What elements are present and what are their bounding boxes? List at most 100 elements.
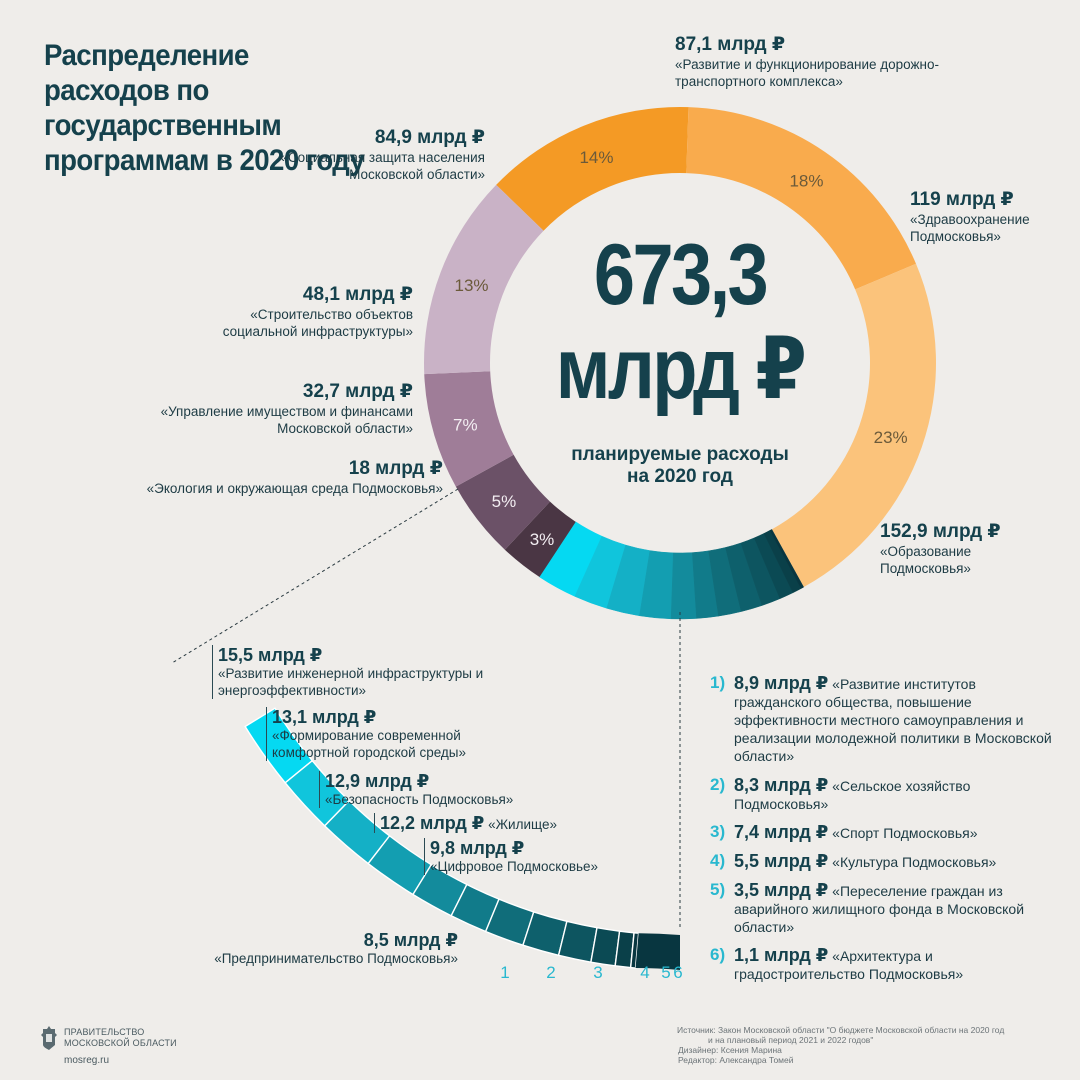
list-item: 1) 8,9 млрд ₽ «Развитие институтов гражд… xyxy=(710,674,1055,765)
arc-number-1: 1 xyxy=(500,963,509,982)
list-item-number: 4) xyxy=(710,851,726,870)
list-item-number: 5) xyxy=(710,880,726,899)
sub-label-business-amount: 8,5 млрд ₽ xyxy=(363,930,458,950)
label-education-text: «Образование Подмосковья» xyxy=(880,544,972,576)
page-title: Распределение расходов по государственны… xyxy=(44,39,365,177)
sub-label-urban-amount: 13,1 млрд ₽ xyxy=(272,707,377,727)
arc-number-6: 6 xyxy=(673,963,682,982)
label-transport: 87,1 млрд ₽ «Развитие и функционирование… xyxy=(675,34,965,90)
list-item: 2) 8,3 млрд ₽ «Сельское хозяйство Подмос… xyxy=(710,776,1055,813)
label-property: 32,7 млрд ₽ «Управление имуществом и фин… xyxy=(150,381,413,437)
donut-breakdown-slice-культура-подмосковья xyxy=(753,533,794,599)
total-amount-value: 673,3 xyxy=(593,227,769,323)
list-item-text: «Спорт Подмосковья» xyxy=(832,825,978,841)
list-item: 5) 3,5 млрд ₽ «Переселение граждан из ав… xyxy=(710,881,1055,936)
list-item-amount: 5,5 млрд ₽ xyxy=(734,851,829,871)
total-amount-unit: млрд ₽ xyxy=(555,321,807,417)
list-item-amount: 7,4 млрд ₽ xyxy=(734,822,829,842)
donut-breakdown-slice-формирование-современной-комфортной-городской-среды xyxy=(574,535,626,609)
list-item: 4) 5,5 млрд ₽ «Культура Подмосковья» xyxy=(710,852,1055,871)
sub-label-business-text: «Предпринимательство Подмосковья» xyxy=(214,951,458,966)
donut-slice-property xyxy=(455,454,551,550)
donut-breakdown-slice-развитие-инженерной-инфраструктуры-и-энергоэффективности xyxy=(539,521,603,597)
list-item-number: 1) xyxy=(710,673,726,692)
label-health: 119 млрд ₽ «Здравоохранение Подмосковья» xyxy=(910,189,1070,245)
list-item-text: «Культура Подмосковья» xyxy=(832,854,997,870)
donut-breakdown-slice-развитие-институтов-гражданского-общества-повышение-эффективности-местного-самоуправления-и-реализации-молодежной-политики-в-московской-области xyxy=(708,547,742,617)
credits-source-cont: и на плановый период 2021 и 2022 годов" xyxy=(708,1035,874,1045)
list-item-text: «Сельское хозяйство Подмосковья» xyxy=(734,778,971,812)
label-construction: 48,1 млрд ₽ «Строительство объектов соци… xyxy=(175,284,413,340)
arc-number-3: 3 xyxy=(593,963,602,982)
coat-of-arms-icon xyxy=(41,1026,57,1050)
label-social-text: «Социальная защита населения Московской … xyxy=(280,150,485,182)
donut-breakdown-slice-цифровое-подмосковье xyxy=(670,552,697,620)
sub-label-business: 8,5 млрд ₽ «Предпринимательство Подмоско… xyxy=(170,930,458,967)
sub-label-housing: 12,2 млрд ₽ «Жилище» xyxy=(374,813,600,833)
sub-label-engineering-text: «Развитие инженерной инфраструктуры и эн… xyxy=(218,666,484,698)
donut-slice-health xyxy=(686,107,917,290)
donut-breakdown-slice-жилище xyxy=(639,550,674,620)
list-item-number: 6) xyxy=(710,945,726,964)
donut-breakdown-slice-спорт-подмосковья xyxy=(740,537,781,606)
label-ecology-text: «Экология и окружающая среда Подмосковья… xyxy=(146,481,443,496)
donut-slice-ecology xyxy=(504,501,576,577)
label-social: 84,9 млрд ₽ «Социальная защита населения… xyxy=(225,127,485,183)
sub-label-digital: 9,8 млрд ₽ «Цифровое Подмосковье» xyxy=(424,838,640,875)
donut-breakdown-slice-переселение-граждан-из-аварийного-жилищного-фонда-в-московской-области xyxy=(763,530,802,594)
list-item-amount: 8,9 млрд ₽ xyxy=(734,673,829,693)
arc-number-5: 5 xyxy=(661,963,670,982)
label-education-amount: 152,9 млрд ₽ xyxy=(880,521,1001,542)
total-subtitle: планируемые расходы на 2020 год xyxy=(571,444,789,487)
sub-label-digital-text: «Цифровое Подмосковье» xyxy=(430,859,599,874)
list-item-text: «Архитектура и градостроительство Подмос… xyxy=(734,948,964,982)
list-item: 3) 7,4 млрд ₽ «Спорт Подмосковья» xyxy=(710,823,1055,842)
label-transport-amount: 87,1 млрд ₽ xyxy=(675,34,786,55)
sub-label-digital-amount: 9,8 млрд ₽ xyxy=(430,838,525,858)
list-item-amount: 3,5 млрд ₽ xyxy=(734,880,829,900)
sub-label-housing-amount: 12,2 млрд ₽ xyxy=(380,813,485,833)
donut-breakdown-slice-сельское-хозяйство-подмосковья xyxy=(725,542,763,612)
label-property-amount: 32,7 млрд ₽ xyxy=(302,381,413,402)
credits: Источник: Закон Московской области "О бю… xyxy=(677,1025,1067,1065)
label-construction-amount: 48,1 млрд ₽ xyxy=(302,284,413,305)
label-ecology-amount: 18 млрд ₽ xyxy=(348,458,443,479)
donut-percent-label-transport: 14% xyxy=(579,148,613,167)
credits-designer: Дизайнер: Ксения Марина xyxy=(678,1045,782,1055)
donut-breakdown-slice-архитектура-и-градостроительство-подмосковья xyxy=(769,529,805,589)
label-property-text: «Управление имуществом и финансами Моско… xyxy=(160,404,413,436)
connector-line-left xyxy=(171,488,459,664)
label-ecology: 18 млрд ₽ «Экология и окружающая среда П… xyxy=(95,458,443,497)
credits-source: Источник: Закон Московской области "О бю… xyxy=(677,1025,1005,1035)
label-construction-text: «Строительство объектов социальной инфра… xyxy=(222,307,413,339)
sub-label-security: 12,9 млрд ₽ «Безопасность Подмосковья» xyxy=(319,771,555,808)
sub-label-housing-text: «Жилище» xyxy=(488,817,557,832)
sub-label-engineering-amount: 15,5 млрд ₽ xyxy=(218,645,323,665)
list-item: 6) 1,1 млрд ₽ «Архитектура и градостроит… xyxy=(710,946,1055,983)
list-item-number: 2) xyxy=(710,775,726,794)
label-transport-text: «Развитие и функционирование дорожно-тра… xyxy=(675,57,939,89)
label-health-text: «Здравоохранение Подмосковья» xyxy=(910,212,1030,244)
government-name: ПРАВИТЕЛЬСТВО МОСКОВСКОЙ ОБЛАСТИ xyxy=(64,1027,177,1048)
sub-label-security-text: «Безопасность Подмосковья» xyxy=(325,792,514,807)
label-social-amount: 84,9 млрд ₽ xyxy=(374,127,485,148)
label-health-amount: 119 млрд ₽ xyxy=(910,189,1014,210)
donut-percent-label-health: 18% xyxy=(789,171,823,190)
sub-label-urban: 13,1 млрд ₽ «Формирование современной ко… xyxy=(266,707,522,761)
sub-label-security-amount: 12,9 млрд ₽ xyxy=(325,771,430,791)
donut-percent-label-construction: 7% xyxy=(453,415,478,434)
donut-slice-education xyxy=(771,263,936,588)
donut-breakdown-slice-безопасность-подмосковья xyxy=(606,544,651,617)
donut-percent-label-ecology: 3% xyxy=(530,530,555,549)
donut-percent-label-social: 13% xyxy=(455,276,489,295)
list-item-amount: 1,1 млрд ₽ xyxy=(734,945,829,965)
donut-slice-construction xyxy=(424,371,514,487)
breakdown-arc-end xyxy=(635,933,680,970)
total-amount: 673,3 млрд ₽ xyxy=(534,228,826,416)
donut-slice-social xyxy=(424,184,544,375)
list-item-amount: 8,3 млрд ₽ xyxy=(734,775,829,795)
donut-percent-label-property: 5% xyxy=(492,492,517,511)
credits-editor: Редактор: Александра Томей xyxy=(678,1055,794,1065)
donut-slice-transport xyxy=(496,107,689,231)
